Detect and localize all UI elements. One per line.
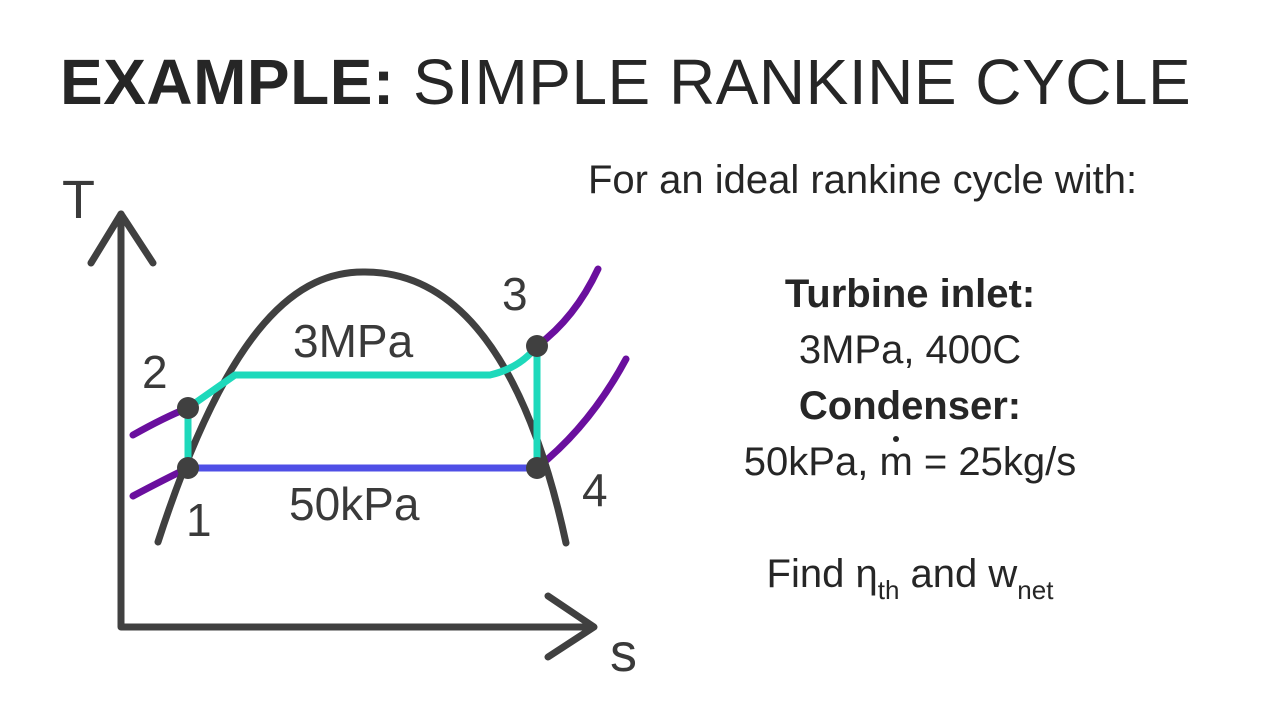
state-label-1: 1 <box>186 494 212 546</box>
state-label-2: 2 <box>142 346 168 398</box>
y-axis <box>117 210 594 631</box>
problem-intro: For an ideal rankine cycle with: <box>588 158 1138 202</box>
w-subscript: net <box>1017 575 1054 605</box>
high-pressure-label: 3MPa <box>293 315 414 367</box>
eta-subscript: th <box>877 575 900 605</box>
y-axis-arrow <box>87 210 157 267</box>
mass-flow-symbol: m <box>879 434 913 490</box>
title-prefix: EXAMPLE: <box>60 46 395 118</box>
axes <box>87 210 598 661</box>
eta-symbol: η <box>855 552 878 596</box>
title-text: SIMPLE RANKINE CYCLE <box>412 46 1192 118</box>
problem-specs: Turbine inlet: 3MPa, 400C Condenser: 50k… <box>680 266 1140 490</box>
find-and: and <box>899 552 989 596</box>
mass-flow-value: = 25kg/s <box>912 440 1077 484</box>
w-symbol: w <box>988 552 1018 596</box>
state-point-3 <box>526 335 548 357</box>
condenser-value: 50kPa, m = 25kg/s <box>680 434 1140 490</box>
state-label-4: 4 <box>582 464 608 516</box>
turbine-inlet-label: Turbine inlet: <box>784 272 1036 316</box>
condenser-pressure: 50kPa, <box>743 440 880 484</box>
state-label-3: 3 <box>502 268 528 320</box>
find-statement: Find ηth and wnet <box>680 546 1140 605</box>
turbine-inlet-value: 3MPa, 400C <box>798 328 1022 372</box>
y-axis-label: T <box>62 170 95 230</box>
state-point-1 <box>177 457 199 479</box>
page-title: EXAMPLE: SIMPLE RANKINE CYCLE <box>60 42 1240 122</box>
x-axis-label: s <box>610 623 637 683</box>
x-axis-arrow <box>544 592 598 661</box>
find-prefix: Find <box>766 552 856 596</box>
condenser-label: Condenser: <box>798 384 1022 428</box>
state-point-2 <box>177 397 199 419</box>
state-point-4 <box>526 457 548 479</box>
low-pressure-label: 50kPa <box>289 478 420 530</box>
